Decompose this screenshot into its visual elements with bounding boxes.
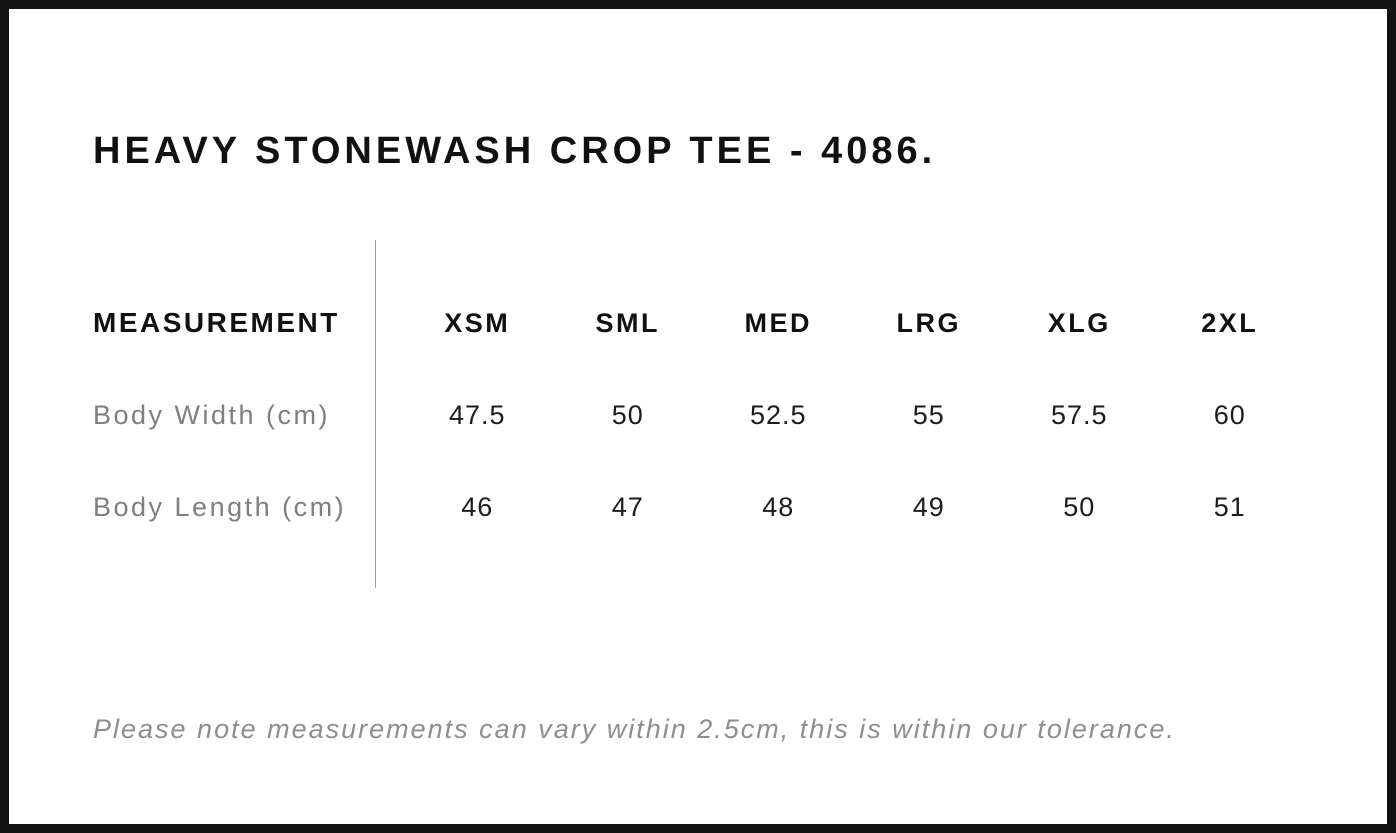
size-chart-table: MEASUREMENT XSM SML MED LRG XLG 2XL Body… <box>93 277 1305 553</box>
body-length-value-xlg: 50 <box>1063 491 1096 522</box>
body-width-value-2xl: 60 <box>1213 399 1246 430</box>
product-title: HEAVY STONEWASH CROP TEE - 4086. <box>93 130 937 173</box>
size-column-header-2xl: 2XL <box>1201 307 1259 338</box>
tolerance-note: Please note measurements can vary within… <box>93 714 1176 744</box>
body-length-value-xsm: 46 <box>461 491 494 522</box>
body-width-value-sml: 50 <box>611 399 644 430</box>
row-label-body-width: Body Width (cm) <box>93 399 331 430</box>
body-length-value-med: 48 <box>762 491 795 522</box>
body-width-value-med: 52.5 <box>749 399 807 430</box>
body-width-value-xlg: 57.5 <box>1050 399 1108 430</box>
size-column-header-xsm: XSM <box>444 307 511 338</box>
size-column-header-xlg: XLG <box>1047 307 1111 338</box>
measurement-column-header: MEASUREMENT <box>93 307 340 338</box>
body-width-value-lrg: 55 <box>912 399 945 430</box>
size-column-header-sml: SML <box>595 307 660 338</box>
body-length-value-2xl: 51 <box>1213 491 1246 522</box>
table-vertical-divider <box>375 240 376 588</box>
row-label-body-length: Body Length (cm) <box>93 491 347 522</box>
size-column-header-med: MED <box>744 307 812 338</box>
body-width-value-xsm: 47.5 <box>448 399 506 430</box>
body-length-value-lrg: 49 <box>912 491 945 522</box>
size-column-header-lrg: LRG <box>896 307 961 338</box>
body-length-value-sml: 47 <box>611 491 644 522</box>
